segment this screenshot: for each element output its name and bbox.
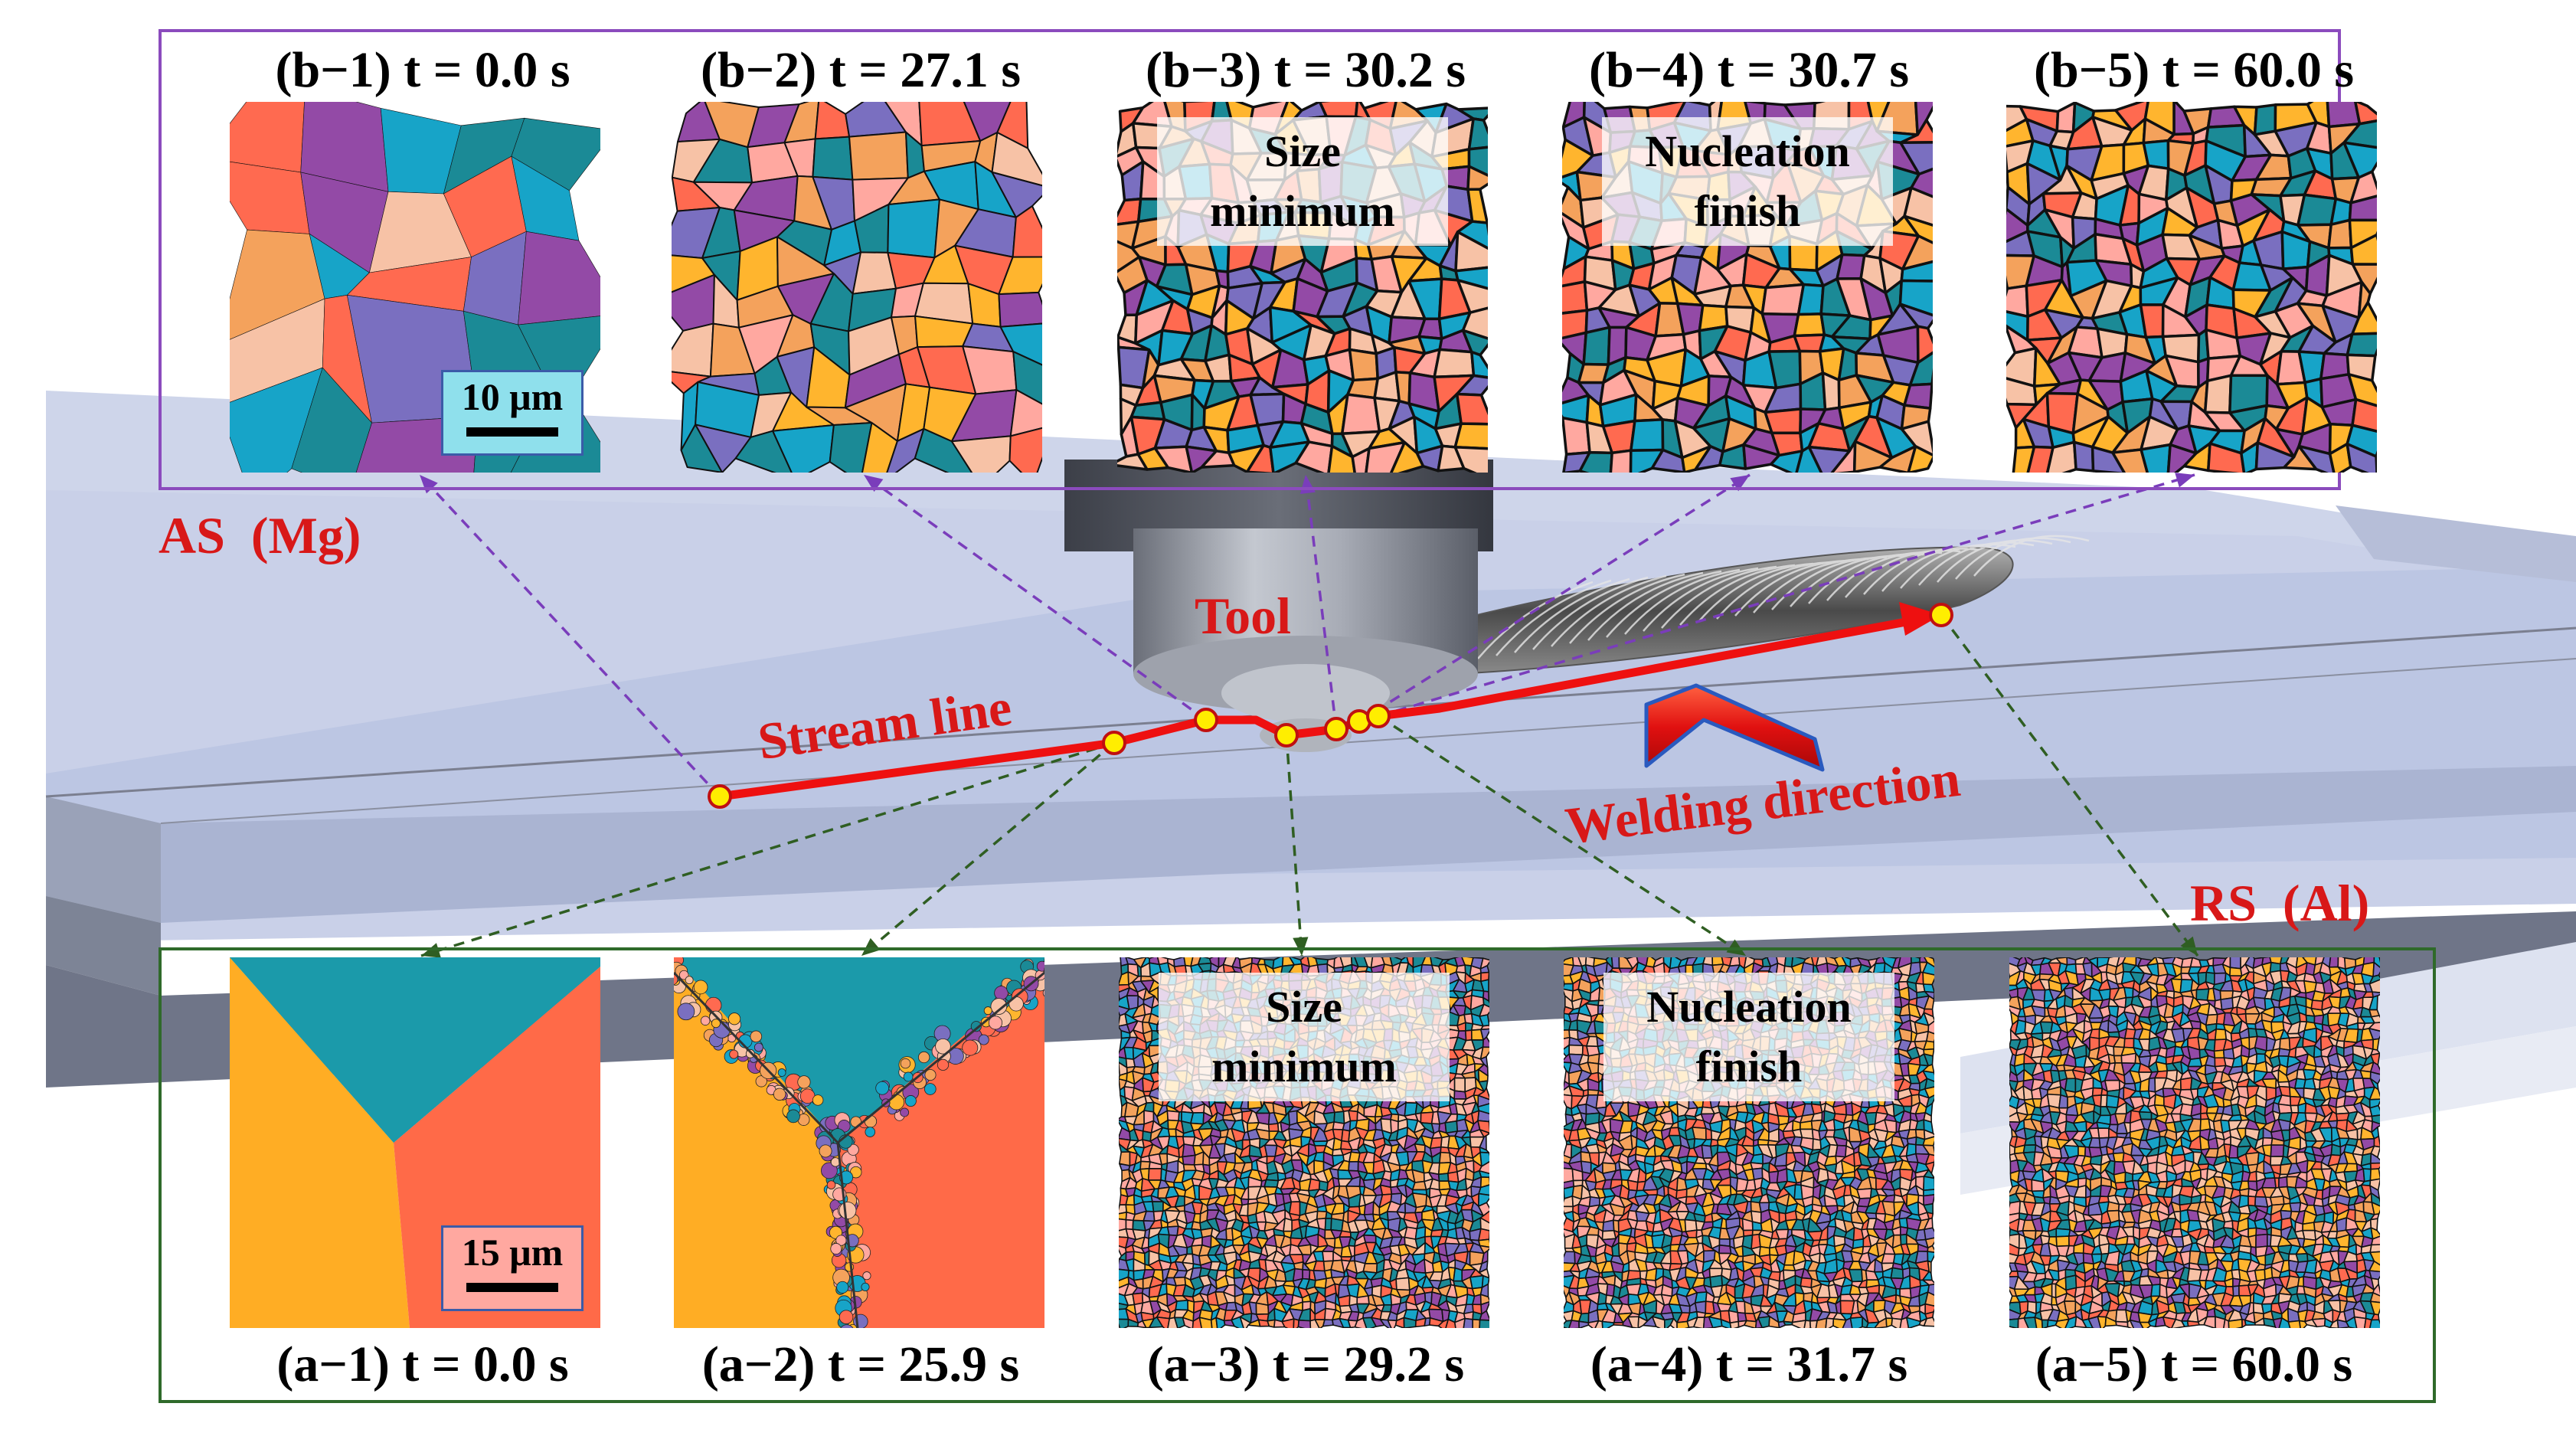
panel-title-b5: (b−5) t = 60.0 s (2033, 42, 2355, 98)
grain-map (2009, 957, 2380, 1328)
panel-title-a1: (a−1) t = 0.0 s (276, 1336, 569, 1392)
micrograph-a1: 15 μm (230, 957, 600, 1328)
panel-title-b4: (b−4) t = 30.7 s (1588, 42, 1910, 98)
panel-title-b2: (b−2) t = 27.1 s (700, 42, 1022, 98)
leader-a5-head (2180, 936, 2198, 956)
leader-b3 (1304, 474, 1338, 730)
stream-point-2 (1102, 731, 1126, 755)
leader-b2 (862, 473, 1208, 721)
grain-map (230, 102, 600, 473)
stream-point-4 (1274, 723, 1299, 747)
micrograph-a5 (2009, 957, 2380, 1328)
stream-point-1 (708, 784, 732, 809)
scale-bar-a1: 15 μm (441, 1225, 584, 1311)
stream-point-3 (1194, 708, 1218, 732)
leader-b4 (1358, 473, 1751, 723)
micrograph-b5 (2006, 102, 2377, 473)
size-minimum-label: Size minimum (1157, 117, 1448, 246)
stream-point-7 (1366, 704, 1391, 728)
leader-b5 (1378, 473, 2195, 718)
welding-direction-arrow (1644, 683, 1825, 772)
scale-bar-label: 15 μm (461, 1231, 564, 1274)
micrograph-a3: Size minimum (1119, 957, 1489, 1328)
stream-point-5 (1324, 717, 1348, 741)
micrograph-a4: Nucleation finish (1564, 957, 1934, 1328)
nucleation-finish-label: Nucleation finish (1602, 117, 1893, 246)
stream-point-8 (1929, 603, 1953, 627)
rs-panel-group (159, 947, 2436, 1403)
scale-bar-label: 10 μm (461, 375, 564, 418)
micrograph-b3: Size minimum (1117, 102, 1488, 473)
leader-b5-head (2175, 473, 2195, 488)
micrograph-b1: 10 μm (230, 102, 600, 473)
panel-title-b3: (b−3) t = 30.2 s (1145, 42, 1466, 98)
leader-b2-head (864, 475, 884, 492)
panel-title-b1: (b−1) t = 0.0 s (275, 42, 570, 98)
friction-stir-tool (1064, 460, 1493, 752)
leader-a3-head (1293, 937, 1309, 956)
panel-title-a3: (a−3) t = 29.2 s (1146, 1336, 1465, 1392)
leader-a1 (420, 741, 1115, 957)
leader-a2-head (861, 937, 881, 956)
leader-a3 (1285, 734, 1303, 957)
leader-lines (418, 473, 2199, 958)
leader-b1-head (420, 475, 438, 494)
micrograph-b2 (672, 102, 1042, 473)
micrograph-a2 (674, 957, 1044, 1328)
retreating-side-label: RS (Al) (2190, 874, 2370, 932)
panel-title-a4: (a−4) t = 31.7 s (1590, 1336, 1908, 1392)
panel-title-a5: (a−5) t = 60.0 s (2035, 1336, 2353, 1392)
tool-label: Tool (1195, 587, 1292, 645)
size-minimum-label: Size minimum (1159, 973, 1450, 1101)
panel-title-a2: (a−2) t = 25.9 s (701, 1336, 1020, 1392)
scale-bar-b1: 10 μm (441, 370, 584, 456)
grain-map (2006, 102, 2377, 473)
leader-b4-head (1730, 475, 1750, 492)
micrograph-b4: Nucleation finish (1562, 102, 1933, 473)
leader-a5 (1940, 613, 2199, 957)
grain-map (674, 957, 1044, 1328)
nucleation-finish-label: Nucleation finish (1603, 973, 1894, 1101)
stream-points (708, 603, 1953, 809)
advancing-side-label: AS (Mg) (159, 506, 361, 564)
stream-line-path (719, 602, 1941, 801)
grain-map (672, 102, 1042, 473)
scale-bar-line (466, 427, 558, 437)
scale-bar-line (466, 1283, 558, 1292)
